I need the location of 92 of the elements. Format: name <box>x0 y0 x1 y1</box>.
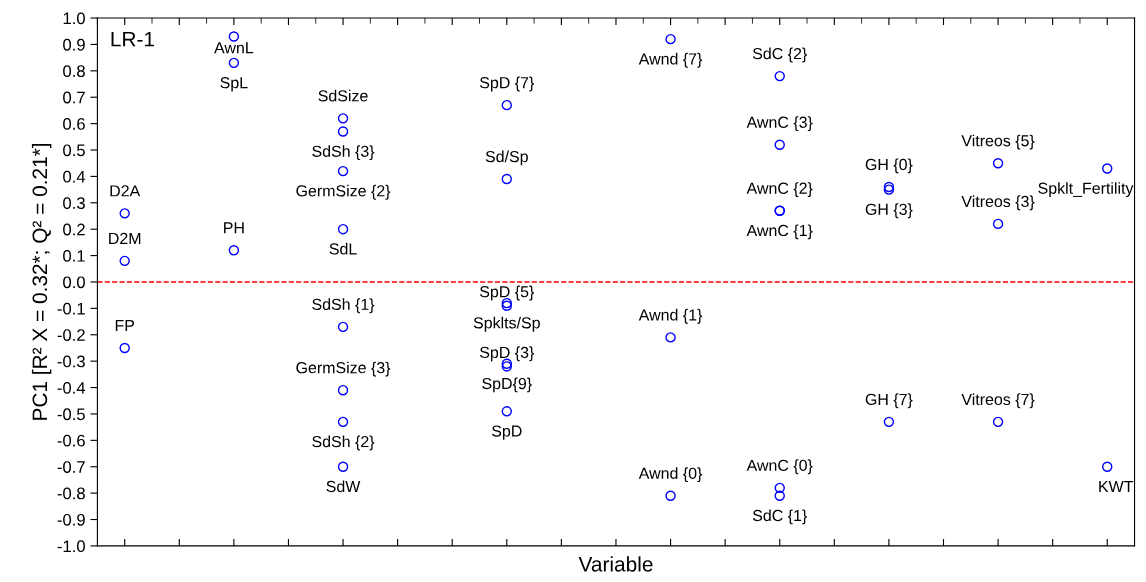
series-label: Awnd {1} <box>638 308 703 324</box>
point <box>1102 461 1113 472</box>
series-label: PH <box>224 222 244 234</box>
point <box>337 384 349 396</box>
y-tick-label: -0.5 <box>57 408 85 421</box>
series-label: SpD{9} <box>482 377 532 393</box>
series-label: GH {0} <box>865 158 913 174</box>
y-tick-label: -0.7 <box>57 461 85 473</box>
series-label: AwnC {0} <box>746 459 813 475</box>
point <box>337 321 349 333</box>
point <box>337 461 349 472</box>
series-label: SdSh {1} <box>312 298 375 314</box>
point <box>992 218 1004 230</box>
point <box>119 208 130 219</box>
point <box>337 416 349 428</box>
series-label: D2M <box>109 232 141 244</box>
y-tick-label: 0.9 <box>63 38 85 51</box>
point <box>337 223 349 235</box>
y-tick-label: 0.0 <box>63 276 85 289</box>
point <box>992 416 1004 428</box>
y-tick-label: 0.6 <box>63 118 85 130</box>
point <box>228 245 240 256</box>
point <box>119 342 130 354</box>
series-label: GermSize {3} <box>296 361 391 377</box>
y-axis-title: PC1 [R² X = 0.32*; Q² = 0.21*] <box>31 143 52 420</box>
point <box>774 482 785 494</box>
point <box>774 139 785 150</box>
y-tick-label: -0.4 <box>57 381 86 394</box>
y-tick-label: 0.3 <box>63 197 85 209</box>
series-label: Vitreos {5} <box>961 134 1035 150</box>
annotation: LR-1 <box>111 32 154 47</box>
point <box>501 99 513 111</box>
point <box>337 113 349 124</box>
y-tick-label: 1.0 <box>63 12 85 25</box>
point <box>665 33 676 45</box>
series-label: Awnd {7} <box>638 52 703 68</box>
y-tick-label: -1.0 <box>57 540 85 553</box>
point <box>992 157 1004 169</box>
y-tick-label: 0.5 <box>63 144 85 157</box>
point <box>774 490 785 501</box>
series-label: SpL <box>220 77 248 92</box>
point <box>337 126 349 137</box>
series-label: SpD {3} <box>480 346 535 362</box>
series-label: KWT <box>1099 480 1134 492</box>
point <box>337 165 349 177</box>
series-label: Spklts/Sp <box>473 316 540 332</box>
point <box>883 416 895 428</box>
point <box>501 173 513 185</box>
y-tick-label: 0.4 <box>63 170 86 183</box>
series-label: SdW <box>326 480 361 493</box>
y-tick-label: -0.2 <box>57 329 85 341</box>
point <box>228 57 240 69</box>
series-label: SdL <box>329 242 357 255</box>
point <box>774 70 785 82</box>
x-axis-title: Variable <box>578 556 653 572</box>
y-tick-label: -0.3 <box>57 355 85 368</box>
series-label: SpD <box>491 425 522 440</box>
y-tick-label: 0.2 <box>63 223 85 236</box>
series-label: SdSh {3} <box>312 145 375 161</box>
point <box>1102 163 1113 174</box>
series-label: Vitreos {7} <box>961 393 1035 409</box>
series-label: AwnC {2} <box>746 182 813 198</box>
series-label: Awnd {0} <box>638 467 703 483</box>
y-tick-label: 0.1 <box>63 249 85 262</box>
series-label: GH {3} <box>865 203 913 219</box>
series-label: D2A <box>110 185 141 197</box>
point <box>501 406 513 417</box>
y-tick-label: -0.8 <box>57 487 85 500</box>
point <box>228 31 240 42</box>
y-tick-label: 0.8 <box>63 65 85 78</box>
series-label: AwnL <box>214 42 254 54</box>
series-label: GH {7} <box>865 393 913 409</box>
y-tick-label: -0.1 <box>57 302 85 315</box>
y-tick-label: -0.9 <box>57 513 85 526</box>
series-label: AwnC {3} <box>746 116 813 132</box>
series-label: Spklt_Fertility <box>1038 182 1134 198</box>
point <box>665 490 676 501</box>
point <box>665 332 676 343</box>
series-label: FP <box>115 319 135 331</box>
point <box>119 255 130 267</box>
series-label: SdC {1} <box>752 509 807 525</box>
y-tick-label: 0.7 <box>63 91 85 104</box>
series-label: SdSize <box>318 89 368 102</box>
series-label: SpD {5} <box>480 285 535 301</box>
series-label: GermSize {2} <box>296 184 391 200</box>
series-label: Vitreos {3} <box>961 195 1035 211</box>
series-label: AwnC {1} <box>746 224 813 240</box>
series-label: SdSh {2} <box>312 435 375 451</box>
y-tick-label: -0.6 <box>57 434 85 447</box>
series-label: SdC {2} <box>752 47 807 63</box>
series-label: SpD {7} <box>480 76 535 92</box>
series-label: Sd/Sp <box>485 150 528 166</box>
